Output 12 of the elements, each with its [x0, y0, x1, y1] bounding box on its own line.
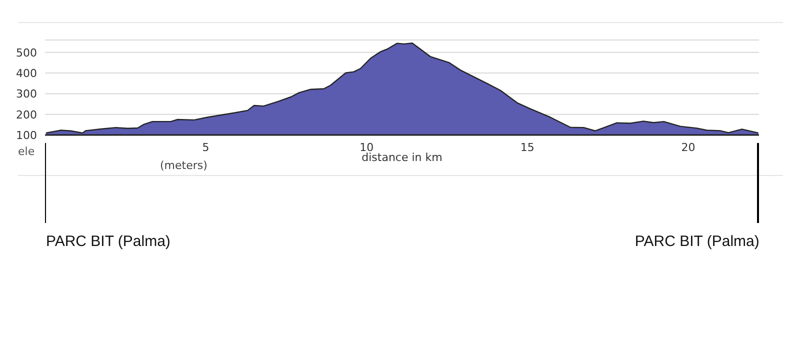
x-tick-label: 5	[202, 140, 210, 154]
ref-line-label: PARC BIT (Palma)	[634, 233, 760, 250]
text: ele	[18, 145, 35, 158]
y-tick-label: 400	[16, 66, 37, 80]
text: (meters)	[160, 159, 208, 172]
y-tick-label: 100	[16, 128, 37, 142]
y-tick-label: 300	[16, 88, 37, 101]
x-tick-label: 15	[520, 140, 534, 154]
y-tick-label: 500	[16, 46, 37, 60]
ref-line-label: PARC BIT (Palma)	[46, 233, 170, 250]
y-tick-label: 200	[16, 108, 37, 122]
x-tick-label: 20	[681, 140, 696, 154]
